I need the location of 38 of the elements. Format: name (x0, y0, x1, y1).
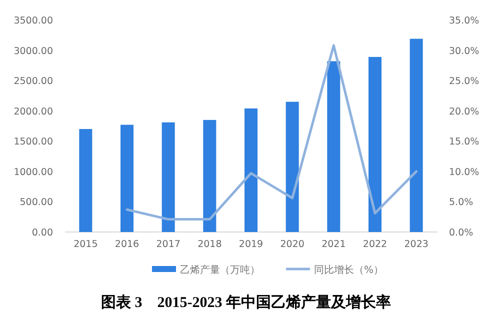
x-tick-label: 2015 (74, 239, 98, 250)
bar (120, 124, 134, 232)
y-tick-label: 3000.00 (14, 46, 53, 57)
y-tick-label: 500.00 (20, 197, 53, 208)
legend-label: 乙烯产量（万吨） (180, 264, 260, 276)
line-series (126, 44, 418, 221)
bar (368, 56, 382, 232)
bar (203, 120, 216, 232)
y2-tick-label: 10.0% (449, 166, 480, 178)
x-tick-label: 2018 (198, 239, 222, 250)
y2-tick-label: 25.0% (449, 76, 480, 88)
y2-tick-label: 5.0% (449, 197, 474, 208)
bar (327, 61, 340, 232)
y-tick-label: 1500.00 (14, 136, 53, 148)
x-tick-label: 2023 (404, 239, 428, 250)
y2-tick-label: 15.0% (449, 136, 480, 148)
bar (410, 38, 423, 232)
x-tick-label: 2019 (238, 239, 264, 250)
y2-tick-label: 20.0% (449, 106, 480, 118)
y2-tick-label: 0.0% (449, 228, 474, 238)
legend-label: 同比增长（%） (314, 264, 384, 276)
bar (244, 108, 258, 232)
x-tick-label: 2020 (280, 239, 304, 250)
y2-tick-label: 35.0% (449, 16, 480, 26)
x-tick-label: 2022 (362, 239, 388, 250)
y-tick-label: 3500.00 (14, 16, 53, 26)
y-tick-label: 0.00 (32, 228, 53, 238)
bar (286, 102, 299, 232)
y-tick-label: 1000.00 (14, 166, 53, 178)
y2-tick-label: 30.0% (449, 46, 480, 57)
y-tick-label: 2500.00 (14, 76, 53, 88)
x-tick-label: 2021 (322, 239, 346, 250)
y-tick-label: 2000.00 (14, 106, 53, 118)
text: 图表 3 2015-2023 年中国乙烯产量及增长率 (101, 293, 391, 311)
bar (162, 122, 175, 232)
x-tick-label: 2016 (114, 239, 140, 250)
x-tick-label: 2017 (156, 239, 180, 250)
bar (79, 129, 92, 232)
